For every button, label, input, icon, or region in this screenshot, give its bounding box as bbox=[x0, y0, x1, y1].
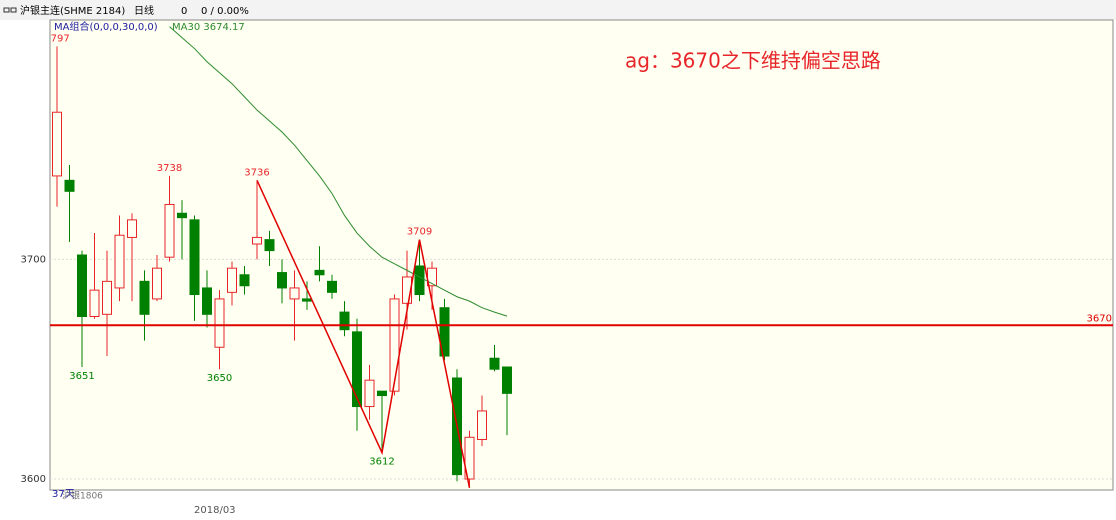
y-tick-label: 3600 bbox=[21, 474, 46, 485]
candle-body bbox=[177, 212, 187, 219]
candle-body bbox=[489, 357, 500, 370]
volume: 0 bbox=[181, 6, 187, 17]
trend-line bbox=[256, 180, 471, 488]
candle-body bbox=[377, 390, 387, 397]
period[interactable]: 日线 bbox=[134, 4, 154, 17]
extreme-label: 3596 bbox=[457, 492, 482, 503]
candle-body bbox=[352, 331, 362, 408]
symbol: 沪银主连(SHME 2184) bbox=[20, 4, 125, 17]
candle-body bbox=[339, 311, 350, 331]
icon bbox=[10, 7, 17, 13]
extreme-label: 3651 bbox=[69, 371, 94, 382]
chart-title: ag：3670之下维持偏空思路 bbox=[625, 49, 881, 73]
candle-body bbox=[64, 179, 75, 192]
bottom-label: 沪银1806 bbox=[62, 490, 103, 502]
candle-body bbox=[402, 276, 412, 304]
candle-body bbox=[127, 219, 137, 238]
candle-body bbox=[414, 265, 425, 296]
extreme-label: 3797 bbox=[44, 33, 69, 44]
candle-body bbox=[252, 236, 262, 245]
bottom-label: 37天 bbox=[52, 489, 75, 500]
candle-body bbox=[327, 280, 337, 293]
header-bar bbox=[0, 0, 1116, 20]
extreme-label: 3612 bbox=[369, 457, 394, 468]
candle-body bbox=[77, 254, 87, 317]
icon bbox=[3, 7, 10, 13]
candle-body bbox=[227, 267, 237, 293]
candle-body bbox=[102, 280, 112, 315]
candle-body bbox=[214, 298, 225, 348]
candle-body bbox=[152, 267, 162, 300]
candle-body bbox=[189, 219, 200, 296]
candle-body bbox=[164, 203, 175, 258]
candle-body bbox=[139, 280, 150, 315]
ma-line bbox=[169, 26, 508, 317]
candle-body bbox=[464, 436, 475, 480]
candle-body bbox=[52, 111, 62, 177]
candle-body bbox=[239, 274, 250, 287]
candle-body bbox=[264, 239, 275, 252]
ma-label: MA30 3674.17 bbox=[172, 22, 245, 33]
x-axis-label: 2018/03 bbox=[194, 505, 236, 516]
candle-body bbox=[302, 298, 312, 302]
candle-body bbox=[202, 287, 212, 315]
candle-body bbox=[389, 298, 400, 392]
change: 0 / 0.00% bbox=[201, 6, 249, 17]
y-tick-label: 3700 bbox=[21, 254, 46, 265]
extreme-label: 3736 bbox=[244, 167, 269, 178]
plot-area bbox=[49, 19, 1114, 491]
candle-body bbox=[364, 379, 375, 408]
candle-body bbox=[477, 410, 487, 440]
candle-body bbox=[439, 307, 450, 357]
candle-body bbox=[289, 287, 300, 300]
extreme-label: 3709 bbox=[407, 227, 432, 238]
candle-body bbox=[502, 366, 512, 394]
candle-body bbox=[89, 289, 100, 317]
candle-body bbox=[114, 234, 125, 289]
ma-legend: MA组合(0,0,0,30,0,0) bbox=[54, 20, 158, 33]
h-line-label: 3670 bbox=[1087, 313, 1112, 324]
plot: 3797 3651 3738 3650 3736 3612 3709 3596 bbox=[44, 26, 1113, 503]
extreme-label: 3650 bbox=[207, 373, 232, 384]
extreme-label: 3738 bbox=[157, 163, 182, 174]
candle-body bbox=[314, 269, 325, 276]
candle-body bbox=[277, 272, 287, 289]
